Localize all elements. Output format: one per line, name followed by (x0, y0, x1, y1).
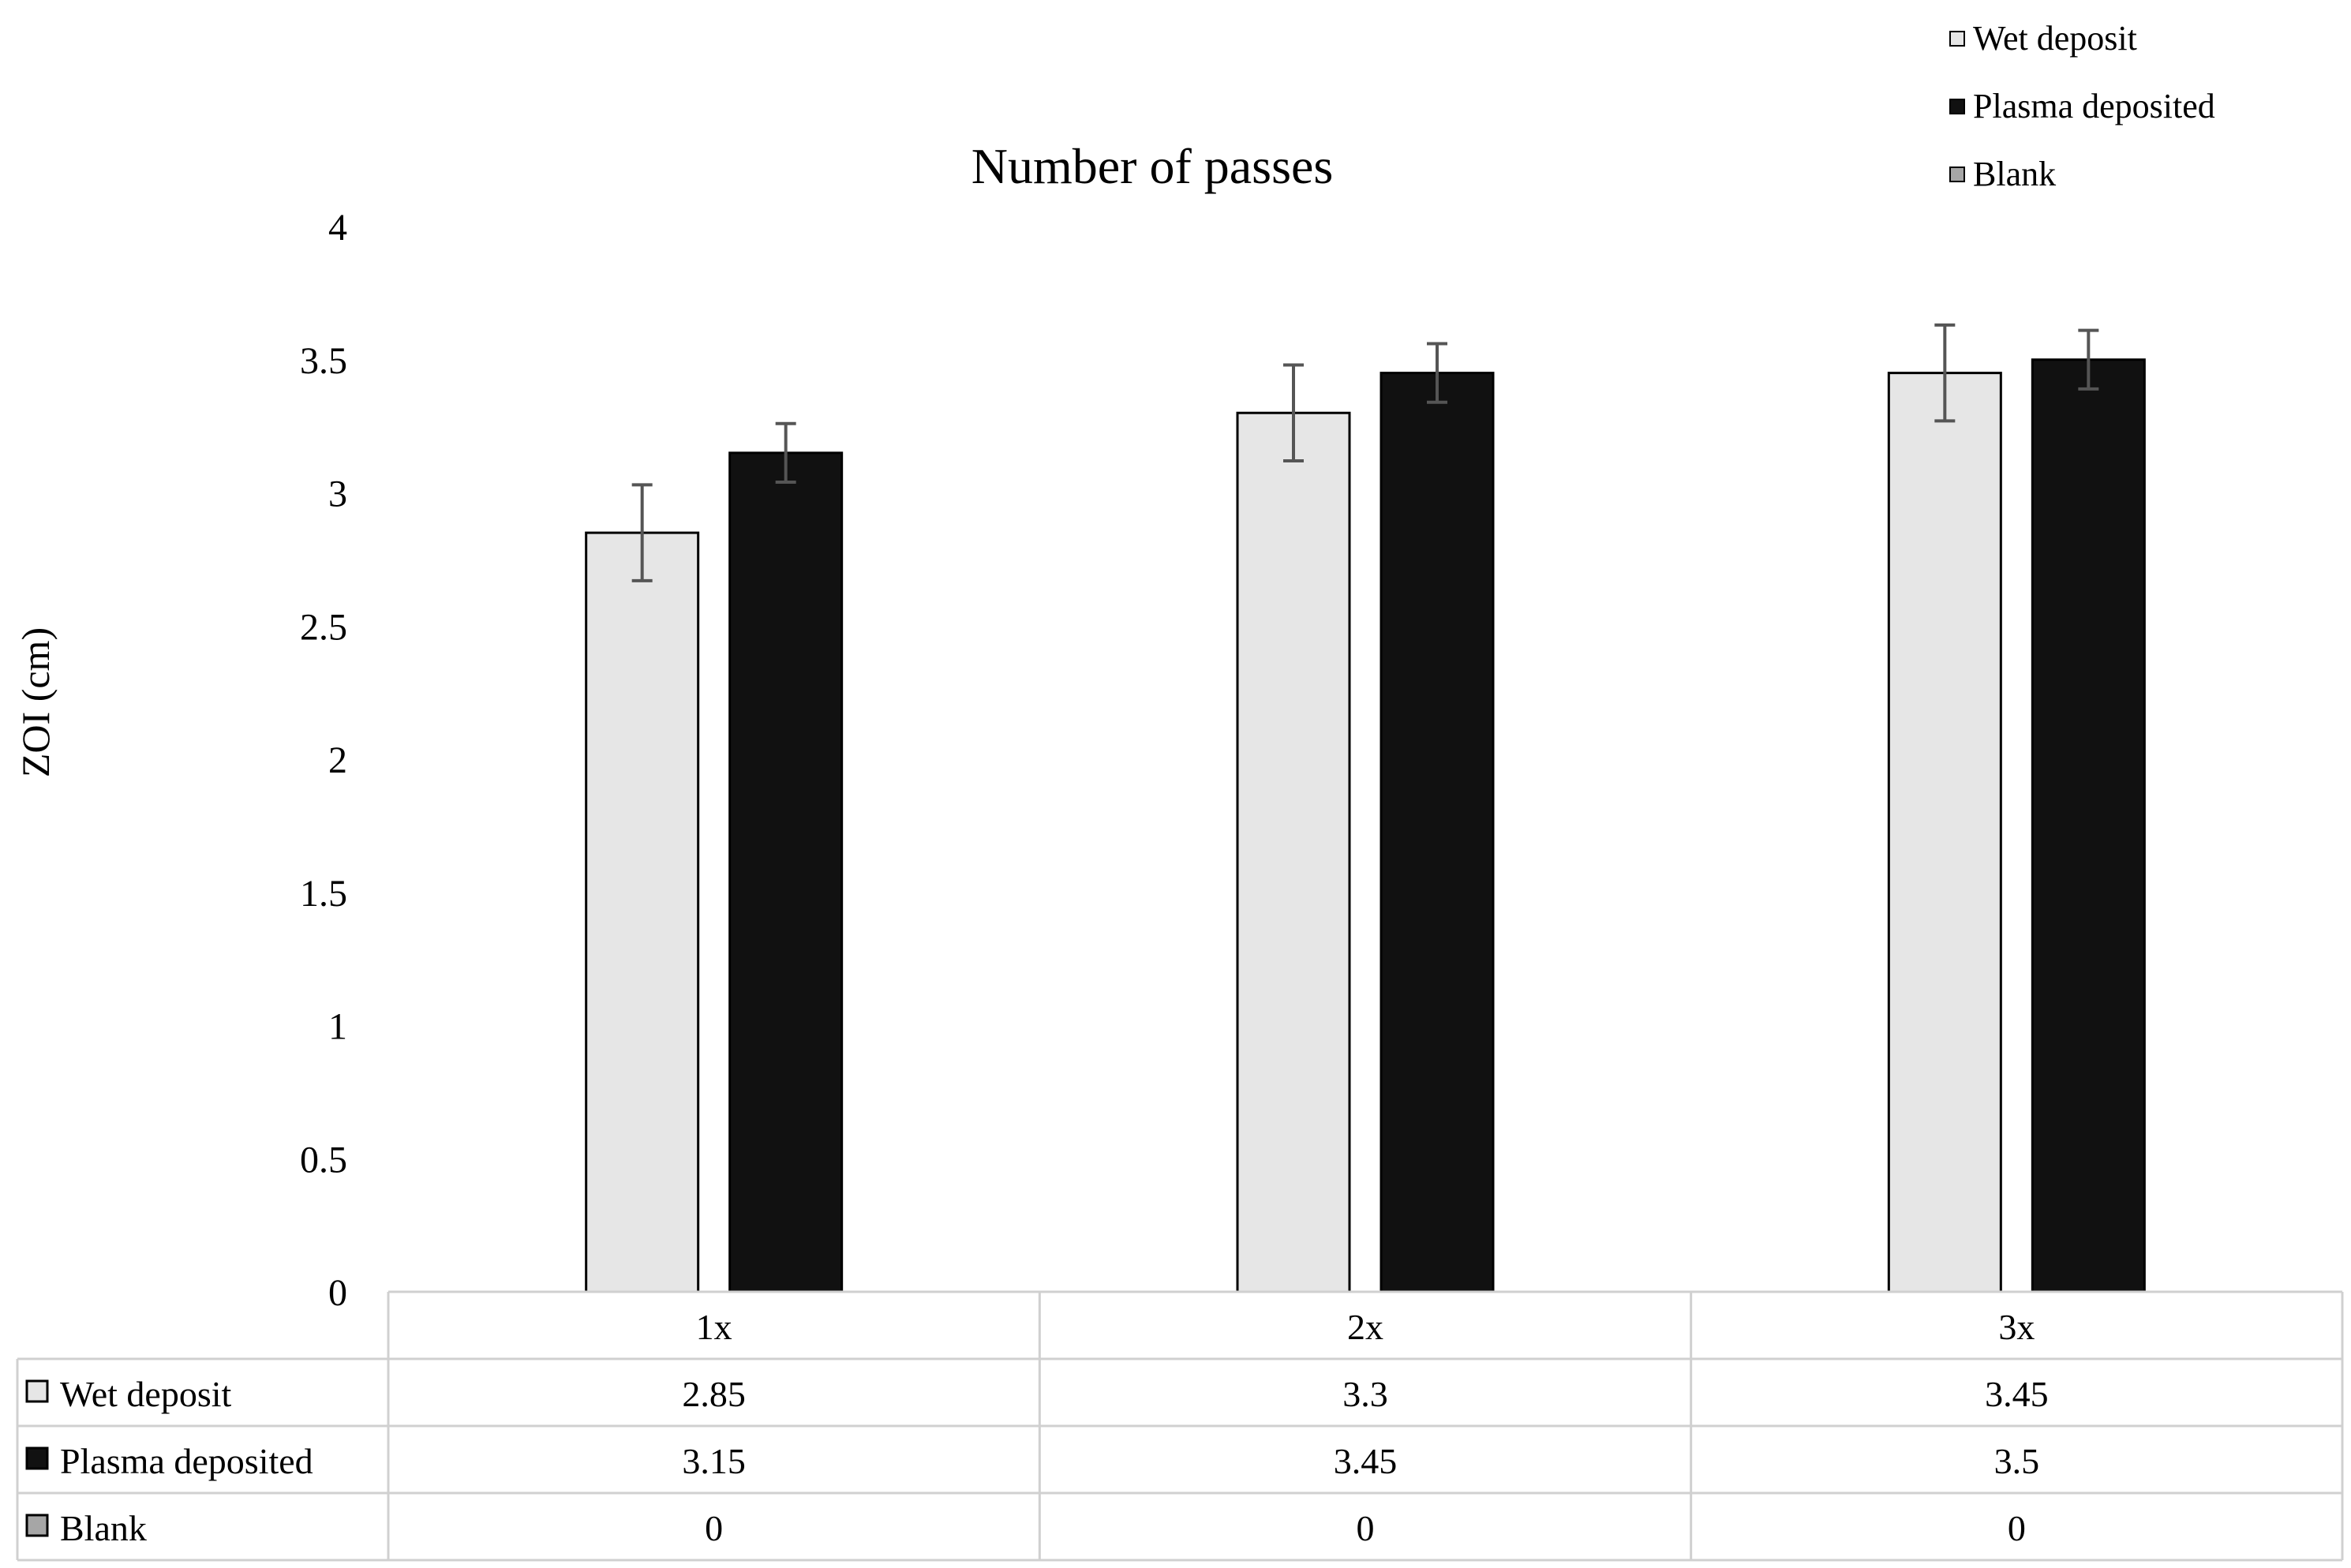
y-axis-ticks: 0 0.5 1 1.5 2 2.5 3 3.5 4 (300, 207, 347, 1314)
y-axis-label: ZOI (cm) (13, 627, 58, 777)
table-cell-value: 2.85 (682, 1374, 746, 1414)
legend-swatch-blank (1949, 167, 1965, 182)
chart-title: Number of passes (971, 138, 1334, 194)
y-tick-label: 2.5 (300, 606, 347, 648)
x-category-label: 1x (696, 1307, 732, 1347)
error-bar (1283, 363, 1304, 462)
error-bar (631, 483, 653, 582)
legend-swatch-wet-deposit (1949, 31, 1965, 47)
table-cell-value: 3.45 (1985, 1374, 2049, 1414)
bar-plasma-deposited-1x (728, 451, 844, 1293)
y-tick-label: 4 (328, 207, 347, 249)
table-row-label: Blank (60, 1508, 147, 1548)
y-tick-label: 1 (328, 1006, 347, 1048)
table-cell-value: 3.15 (682, 1441, 746, 1481)
legend-label-wet-deposit: Wet deposit (1973, 19, 2137, 58)
table-legend-key (25, 1446, 49, 1470)
legend: Wet deposit Plasma deposited Blank (1949, 5, 2215, 208)
x-category-label: 3x (1998, 1307, 2035, 1347)
table-cell-value: 3.45 (1334, 1441, 1398, 1481)
table-legend-key (25, 1514, 49, 1537)
bar-wet-deposit-2x (1236, 411, 1351, 1293)
bar-wet-deposit-1x (585, 531, 700, 1293)
error-bar (1934, 323, 1956, 423)
data-table: 1x 2x 3x Wet deposit 2.85 3.3 3.45 Plasma depos… (16, 1290, 2344, 1562)
bar-plasma-deposited-2x (1380, 372, 1495, 1293)
y-tick-label: 0 (328, 1272, 347, 1314)
y-tick-label: 3.5 (300, 340, 347, 382)
legend-swatch-plasma-deposited (1949, 99, 1965, 114)
legend-label-blank: Blank (1973, 155, 2057, 193)
bar-wet-deposit-3x (1887, 372, 2002, 1293)
table-cell-value: 3.3 (1342, 1374, 1388, 1414)
error-bar (1427, 342, 1447, 404)
legend-item-wet-deposit: Wet deposit (1949, 5, 2215, 73)
y-tick-label: 0.5 (300, 1139, 347, 1181)
error-bar (2078, 328, 2099, 391)
error-bars-group (631, 323, 2099, 582)
bars-group (585, 358, 2146, 1293)
legend-item-plasma-deposited: Plasma deposited (1949, 73, 2215, 140)
table-legend-key (25, 1379, 49, 1403)
table-cell-value: 0 (1357, 1508, 1375, 1548)
bar-plasma-deposited-3x (2031, 358, 2146, 1293)
y-tick-label: 2 (328, 739, 347, 781)
table-cell-value: 0 (705, 1508, 723, 1548)
y-tick-label: 3 (328, 473, 347, 515)
x-category-label: 2x (1347, 1307, 1383, 1347)
error-bar (775, 421, 796, 484)
legend-label-plasma-deposited: Plasma deposited (1973, 87, 2215, 125)
table-cell-value: 0 (2008, 1508, 2026, 1548)
legend-item-blank: Blank (1949, 140, 2215, 208)
y-tick-label: 1.5 (300, 873, 347, 915)
table-row-label: Plasma deposited (60, 1441, 313, 1481)
table-cell-value: 3.5 (1994, 1441, 2040, 1481)
table-row-label: Wet deposit (60, 1374, 232, 1414)
